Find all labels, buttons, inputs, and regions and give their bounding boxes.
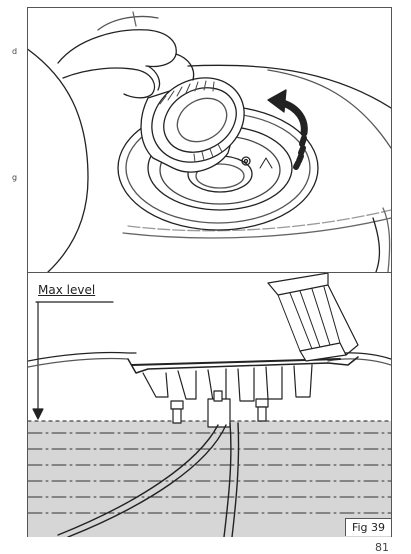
- panel-divider: [28, 272, 391, 273]
- figure-label: Fig 39: [344, 518, 391, 536]
- max-level-label: Max level: [38, 283, 96, 297]
- figure-frame: Max level Fig 39: [27, 7, 392, 537]
- side-text-fragment: d: [12, 47, 18, 56]
- illustration-max-level: Max level: [28, 273, 391, 537]
- side-text-fragment: g: [12, 173, 18, 182]
- max-level-drawing: [28, 273, 391, 537]
- page-number: 81: [375, 541, 389, 554]
- illustration-cap-removal: [28, 8, 391, 272]
- cap-removal-drawing: [28, 11, 391, 272]
